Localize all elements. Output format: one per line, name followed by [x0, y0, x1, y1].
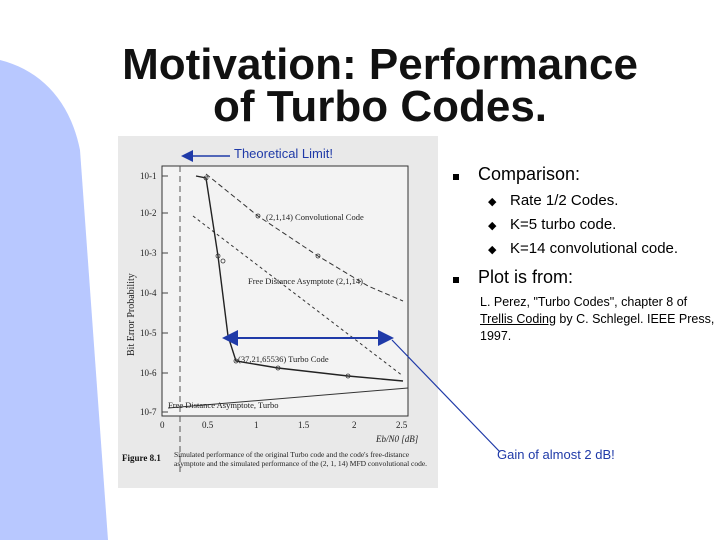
free-asym-label: Free Distance Asymptote (2,1,14): [248, 276, 363, 286]
bullet-marker: [453, 277, 459, 283]
y-axis-label: Bit Error Probability: [126, 273, 137, 356]
reference-book-title: Trellis Coding: [480, 312, 556, 326]
x-tick: 1.5: [298, 420, 310, 430]
y-tick: 10-1: [140, 171, 157, 181]
x-tick: 0.5: [202, 420, 214, 430]
bullet-plot-from: Plot is from:: [478, 267, 574, 287]
conv-code-label: (2,1,14) Convolutional Code: [266, 212, 364, 222]
y-tick: 10-5: [140, 328, 157, 338]
free-asym-turbo-label: Free Distance Asymptote, Turbo: [168, 400, 279, 410]
turbo-code-label: (37,21,65536) Turbo Code: [238, 354, 329, 364]
sub-bullet: Rate 1/2 Codes.: [510, 192, 619, 209]
bullet-comparison: Comparison:: [478, 164, 581, 184]
gain-note: Gain of almost 2 dB!: [497, 447, 615, 462]
x-tick: 0: [160, 420, 165, 430]
sub-bullet: K=14 convolutional code.: [510, 240, 679, 257]
reference-part-2: by C. Schlegel. IEEE Press, 1997.: [480, 312, 715, 343]
y-tick: 10-6: [140, 368, 157, 378]
theoretical-limit-note: Theoretical Limit!: [234, 146, 333, 161]
sub-bullet: K=5 turbo code.: [510, 216, 617, 233]
bullet-marker: [453, 174, 459, 180]
title-line-1: Motivation: Performance: [122, 40, 638, 89]
reference-part-1: L. Perez, "Turbo Codes", chapter 8 of: [480, 295, 688, 309]
accent-bar: [0, 60, 108, 540]
y-tick: 10-3: [140, 248, 157, 258]
x-tick: 1: [254, 420, 259, 430]
sub-bullet-marker: ◆: [488, 244, 497, 256]
figure-caption: Simulated performance of the original Tu…: [174, 450, 428, 468]
ber-figure: 10-1 10-2 10-3 10-4 10-5 10-6 10-7 0 0.5…: [118, 136, 438, 488]
sub-bullet-marker: ◆: [488, 220, 497, 232]
y-tick: 10-2: [140, 208, 157, 218]
sub-bullet-marker: ◆: [488, 196, 497, 208]
x-tick: 2.5: [396, 420, 408, 430]
reference-text: L. Perez, "Turbo Codes", chapter 8 of Tr…: [480, 294, 716, 345]
slide-title: Motivation: Performance of Turbo Codes.: [60, 40, 700, 131]
y-tick: 10-7: [140, 407, 157, 417]
x-tick: 2: [352, 420, 357, 430]
y-tick: 10-4: [140, 288, 157, 298]
figure-caption-label: Figure 8.1: [122, 453, 161, 463]
x-axis-label: Eb/N0 [dB]: [375, 434, 419, 444]
title-line-2: of Turbo Codes.: [212, 82, 548, 131]
